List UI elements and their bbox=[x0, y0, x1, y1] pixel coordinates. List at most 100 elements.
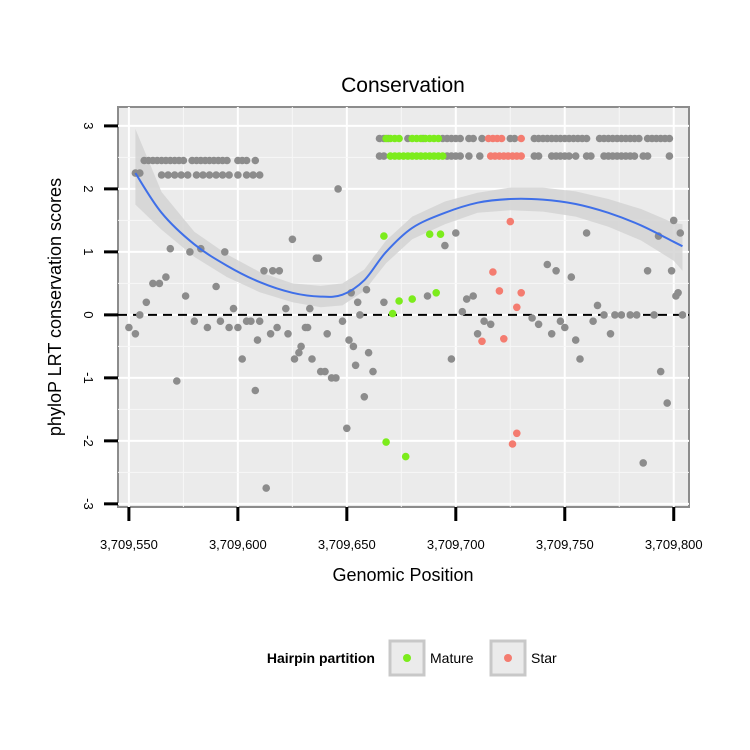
point-other bbox=[288, 235, 297, 244]
point-other bbox=[262, 484, 271, 492]
point-other bbox=[314, 254, 323, 262]
point-other bbox=[665, 152, 674, 160]
point-other bbox=[626, 311, 634, 319]
point-other bbox=[221, 248, 229, 256]
point-other bbox=[674, 289, 682, 297]
point-other bbox=[469, 292, 478, 300]
point-other bbox=[308, 355, 316, 363]
point-other bbox=[229, 304, 238, 313]
point-mature bbox=[380, 232, 388, 240]
y-tick-label: -1 bbox=[81, 372, 96, 384]
point-other bbox=[332, 374, 340, 382]
point-star bbox=[495, 287, 504, 295]
point-other bbox=[441, 241, 449, 250]
point-other bbox=[582, 134, 591, 143]
point-mature bbox=[432, 289, 441, 297]
point-other bbox=[556, 317, 565, 326]
chart-title: Conservation bbox=[341, 74, 465, 97]
point-other bbox=[576, 355, 584, 363]
point-other bbox=[528, 314, 536, 322]
y-tick-label: 2 bbox=[81, 185, 96, 192]
point-other bbox=[589, 317, 597, 326]
point-other bbox=[593, 301, 602, 310]
legend-title: Hairpin partition bbox=[267, 650, 375, 666]
point-other bbox=[255, 171, 264, 179]
legend-marker-star bbox=[504, 654, 512, 662]
point-other bbox=[547, 330, 556, 338]
point-other bbox=[349, 342, 358, 351]
point-other bbox=[600, 311, 608, 319]
point-star bbox=[517, 134, 525, 143]
point-other bbox=[617, 311, 626, 319]
y-tick-label: 3 bbox=[81, 122, 96, 129]
point-other bbox=[142, 298, 151, 307]
point-other bbox=[476, 152, 484, 160]
point-other bbox=[510, 134, 519, 143]
point-other bbox=[606, 330, 615, 338]
point-other bbox=[181, 292, 190, 300]
point-star bbox=[508, 440, 517, 448]
point-other bbox=[345, 336, 353, 344]
point-star bbox=[478, 337, 486, 346]
point-other bbox=[223, 156, 231, 165]
point-other bbox=[356, 311, 364, 319]
point-other bbox=[225, 323, 233, 332]
point-other bbox=[136, 169, 144, 177]
point-other bbox=[155, 279, 164, 288]
x-tick-label: 3,709,650 bbox=[318, 537, 376, 552]
point-other bbox=[234, 323, 242, 332]
point-other bbox=[456, 134, 465, 143]
data-points bbox=[125, 134, 687, 492]
plot-panel bbox=[117, 106, 690, 508]
point-mature bbox=[408, 295, 417, 303]
point-other bbox=[469, 134, 478, 143]
point-other bbox=[571, 152, 580, 160]
point-other bbox=[447, 355, 456, 363]
point-other bbox=[212, 282, 220, 291]
point-other bbox=[678, 311, 687, 319]
point-other bbox=[295, 348, 303, 357]
point-other bbox=[643, 267, 652, 275]
legend-label-star: Star bbox=[531, 650, 557, 666]
point-other bbox=[170, 171, 179, 179]
smooth-trend-line bbox=[134, 172, 683, 298]
point-mature bbox=[425, 230, 434, 238]
point-mature bbox=[438, 152, 447, 160]
point-other bbox=[242, 171, 251, 179]
point-other bbox=[225, 171, 233, 179]
point-other bbox=[478, 134, 486, 143]
point-other bbox=[552, 267, 560, 275]
point-other bbox=[667, 267, 676, 275]
point-other bbox=[643, 152, 652, 160]
point-other bbox=[369, 367, 377, 376]
x-axis-title: Genomic Position bbox=[332, 565, 473, 585]
point-other bbox=[362, 285, 371, 294]
point-other bbox=[452, 229, 460, 237]
point-other bbox=[149, 279, 157, 288]
point-other bbox=[321, 367, 329, 376]
point-other bbox=[343, 424, 351, 433]
point-other bbox=[543, 260, 552, 269]
point-other bbox=[462, 295, 471, 303]
point-star bbox=[517, 152, 525, 160]
axes: 3,709,550 3,709,600 3,709,650 3,709,700 3,70… bbox=[81, 122, 703, 552]
point-other bbox=[192, 171, 201, 179]
point-other bbox=[179, 156, 188, 165]
point-other bbox=[565, 152, 573, 160]
y-axis-title: phyloP LRT conservation scores bbox=[45, 178, 65, 436]
point-other bbox=[338, 317, 347, 326]
x-tick-label: 3,709,800 bbox=[645, 537, 703, 552]
point-other bbox=[639, 459, 647, 467]
point-other bbox=[380, 152, 388, 160]
point-other bbox=[582, 229, 591, 237]
point-other bbox=[205, 171, 214, 179]
point-mature bbox=[434, 134, 443, 143]
x-tick-label: 3,709,750 bbox=[536, 537, 594, 552]
point-other bbox=[177, 171, 185, 179]
point-other bbox=[297, 342, 305, 351]
point-other bbox=[216, 317, 225, 326]
point-star bbox=[513, 303, 521, 312]
point-other bbox=[290, 355, 299, 363]
point-star bbox=[500, 335, 508, 343]
